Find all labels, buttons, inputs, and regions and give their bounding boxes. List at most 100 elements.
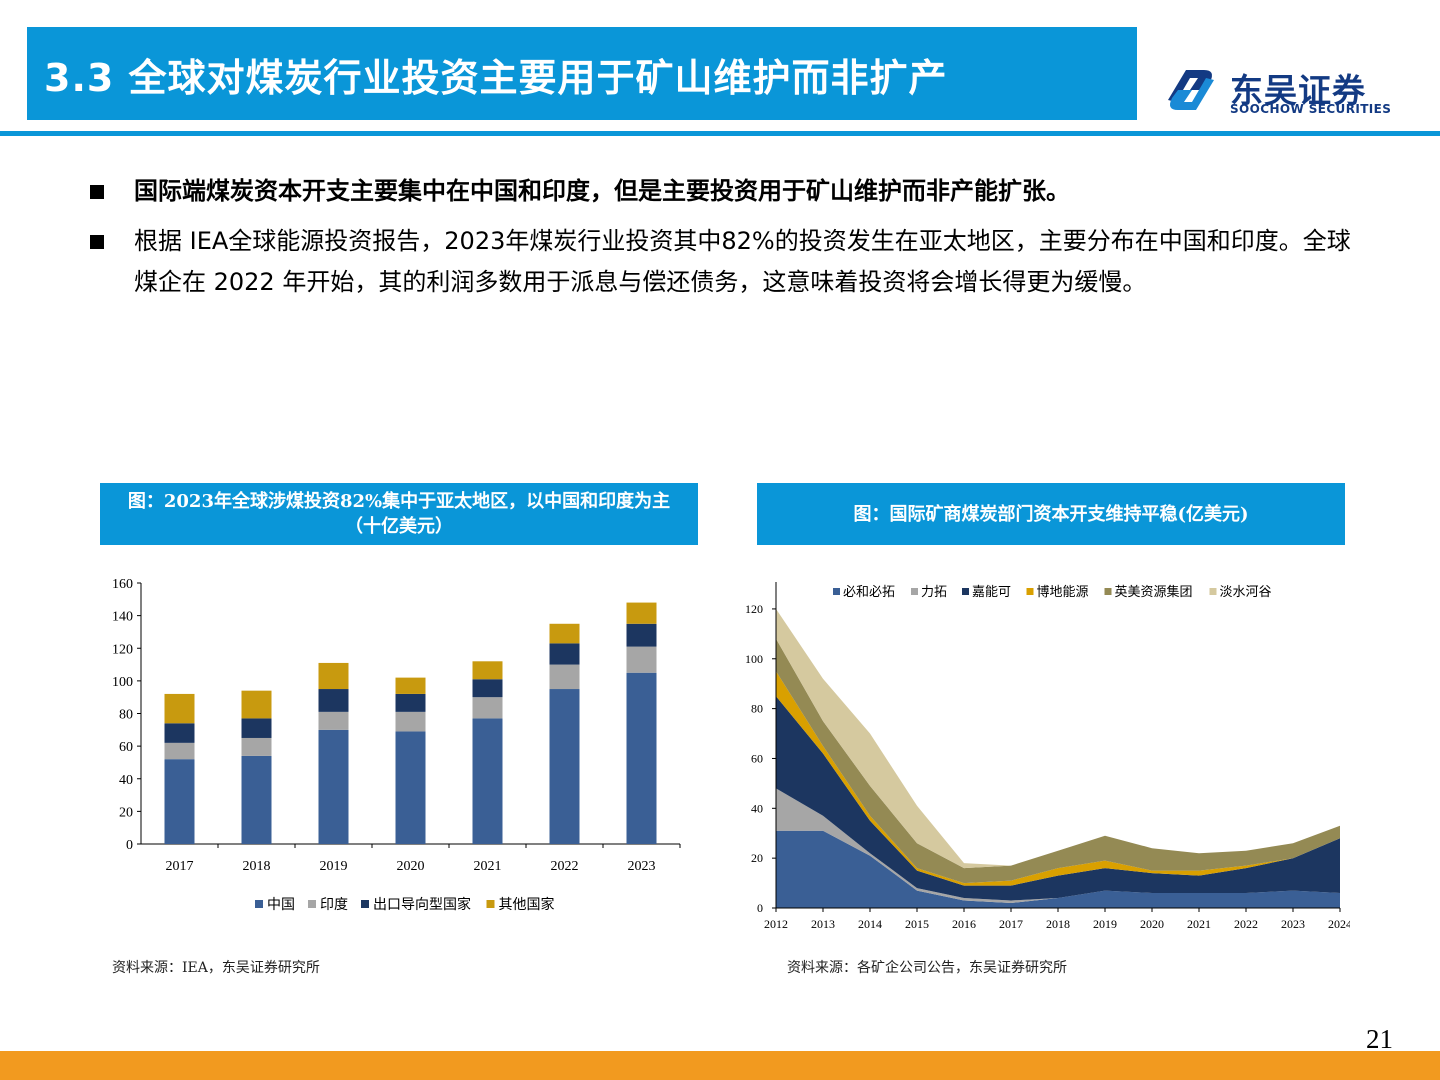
bar-segment xyxy=(318,689,349,712)
logo-name-en: SOOCHOW SECURITIES xyxy=(1230,102,1392,116)
bullet-text: 根据 IEA全球能源投资报告，2023年煤炭行业投资其中82%的投资发生在亚太地… xyxy=(134,227,1351,296)
chart-source: 资料来源：各矿企公司公告，东吴证券研究所 xyxy=(787,960,1067,976)
legend-label: 博地能源 xyxy=(1037,584,1089,599)
y-tick-label: 0 xyxy=(126,838,133,853)
legend-label: 印度 xyxy=(320,897,348,913)
chart-source: 资料来源：IEA，东吴证券研究所 xyxy=(112,960,320,976)
legend-swatch xyxy=(1104,588,1112,595)
investment-bar-chart: 0 20 40 60 80 100 120 140 160 2017 2018 2019 2020 202… xyxy=(112,577,681,913)
x-tick-label: 2024 xyxy=(1328,917,1350,931)
legend-swatch xyxy=(255,900,263,908)
capex-area-chart: 0 20 40 60 80 100 120 2012 2013 2014 2015 2016 2017 2… xyxy=(745,582,1350,931)
bar-segment xyxy=(164,723,195,743)
footer-bar xyxy=(0,1051,1440,1080)
chart-title: 图：国际矿商煤炭部门资本开支维持平稳(亿美元) xyxy=(757,483,1345,545)
x-tick-label: 2019 xyxy=(1093,917,1117,931)
legend-label: 英美资源集团 xyxy=(1115,584,1193,599)
y-tick-label: 40 xyxy=(119,773,133,788)
x-tick-label: 2015 xyxy=(905,917,929,931)
y-tick-label: 0 xyxy=(757,901,763,915)
bar-segment xyxy=(241,755,272,844)
y-tick-label: 140 xyxy=(112,610,133,625)
legend-swatch xyxy=(911,588,918,595)
bar-segment xyxy=(549,689,580,844)
bullet-square-icon xyxy=(90,235,104,249)
area-series xyxy=(776,830,1340,908)
x-tick-label: 2021 xyxy=(1187,917,1211,931)
y-tick-label: 40 xyxy=(751,801,763,815)
bar-segment xyxy=(626,623,657,647)
y-tick-label: 100 xyxy=(745,652,763,666)
legend-swatch xyxy=(361,900,369,908)
area-series xyxy=(776,638,1340,884)
legend-swatch xyxy=(1209,588,1217,595)
legend-label: 力拓 xyxy=(921,584,947,599)
legend-label: 嘉能可 xyxy=(972,584,1011,599)
header-divider xyxy=(0,131,1440,136)
bar-segment xyxy=(626,672,657,844)
x-tick-label: 2012 xyxy=(764,917,788,931)
bar-segment xyxy=(626,646,657,673)
bar-segment xyxy=(472,718,503,844)
bar-segment xyxy=(164,759,195,844)
legend-swatch xyxy=(486,900,495,908)
x-tick-label: 2017 xyxy=(999,917,1023,931)
bar-segment xyxy=(549,643,580,665)
legend-label: 其他国家 xyxy=(499,896,555,913)
logo-name-cn: 东吴证券 xyxy=(1230,71,1366,110)
bar-segment xyxy=(549,664,580,690)
bar-segment xyxy=(472,661,503,680)
y-tick-label: 60 xyxy=(751,751,763,765)
bullet-text: 国际端煤炭资本开支主要集中在中国和印度，但是主要投资用于矿山维护而非产能扩张。 xyxy=(134,177,1070,205)
x-tick-label: 2017 xyxy=(166,859,194,874)
bar-segment xyxy=(395,731,426,844)
y-tick-label: 80 xyxy=(119,708,133,723)
bar-segment xyxy=(549,623,580,644)
bar-segment xyxy=(241,690,272,719)
bullet-square-icon xyxy=(90,185,104,199)
bar-segment xyxy=(395,677,426,694)
legend-swatch xyxy=(962,588,969,595)
soochow-logo-icon xyxy=(1168,70,1214,110)
bar-segment xyxy=(472,697,503,719)
x-tick-label: 2020 xyxy=(1140,917,1164,931)
legend-swatch xyxy=(308,900,316,908)
bar-segment xyxy=(318,729,349,844)
x-tick-label: 2018 xyxy=(1046,917,1070,931)
y-tick-label: 20 xyxy=(751,851,763,865)
legend-label: 必和必拓 xyxy=(843,584,895,599)
y-tick-label: 20 xyxy=(119,805,133,820)
y-tick-label: 120 xyxy=(745,602,763,616)
x-tick-label: 2020 xyxy=(397,859,425,874)
x-tick-label: 2023 xyxy=(628,859,656,874)
bar-segment xyxy=(241,718,272,738)
chart-legend: 必和必拓 力拓 嘉能可 博地能源 英美资源集团 淡水河谷 xyxy=(833,584,1272,599)
chart-legend: 中国 印度 出口导向型国家 其他国家 xyxy=(255,896,555,913)
x-tick-label: 2013 xyxy=(811,917,835,931)
page-title: 3.3 全球对煤炭行业投资主要用于矿山维护而非扩产 xyxy=(44,56,948,100)
bar-segment xyxy=(472,679,503,698)
legend-label: 淡水河谷 xyxy=(1220,584,1272,599)
x-tick-label: 2018 xyxy=(243,859,271,874)
x-tick-label: 2014 xyxy=(858,917,882,931)
chart-title: 图：2023年全球涉煤投资82%集中于亚太地区，以中国和印度为主（十亿美元） xyxy=(100,483,698,545)
y-tick-label: 100 xyxy=(112,675,133,690)
legend-swatch xyxy=(833,588,840,595)
header-bar xyxy=(27,27,1137,120)
bar-segment xyxy=(318,662,349,690)
bar-segment xyxy=(318,711,349,730)
legend-label: 出口导向型国家 xyxy=(373,896,471,913)
legend-label: 中国 xyxy=(267,897,295,913)
area-series xyxy=(776,696,1340,901)
y-tick-label: 120 xyxy=(112,642,133,657)
bar-segment xyxy=(164,742,195,760)
bar-segment xyxy=(395,711,426,732)
bar-segment xyxy=(164,693,195,724)
brand-logo: 东吴证券 SOOCHOW SECURITIES xyxy=(1160,62,1420,118)
legend-swatch xyxy=(1026,588,1034,595)
x-tick-label: 2023 xyxy=(1281,917,1305,931)
y-tick-label: 60 xyxy=(119,740,133,755)
x-tick-label: 2022 xyxy=(1234,917,1258,931)
x-tick-label: 2022 xyxy=(551,859,579,874)
x-tick-label: 2016 xyxy=(952,917,976,931)
